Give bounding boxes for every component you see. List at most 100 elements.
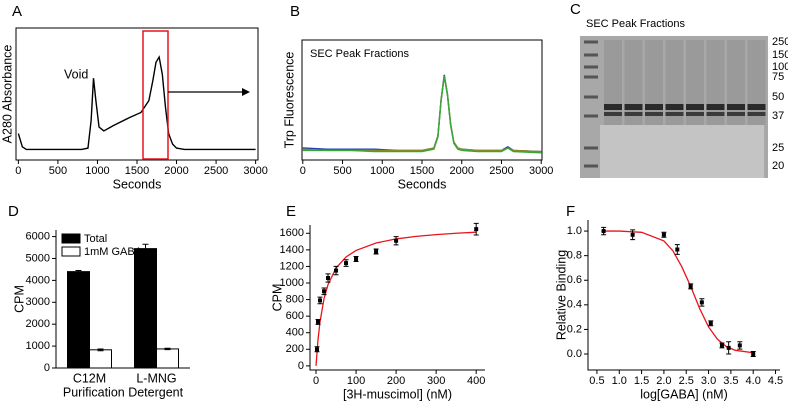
- panel-letter: D: [8, 203, 19, 220]
- x-tick-label: 0: [313, 375, 319, 387]
- point: [726, 345, 731, 350]
- error-bar: [142, 243, 149, 254]
- band: [604, 112, 622, 116]
- y-tick-label: 0: [298, 360, 304, 372]
- x-tick-label: 3000: [243, 165, 267, 177]
- panel-letter: C: [570, 1, 581, 18]
- x-axis-label: [3H-muscimol] (nM): [343, 387, 452, 401]
- band: [686, 104, 704, 110]
- point: [344, 261, 349, 266]
- x-axis-label: Seconds: [113, 177, 162, 191]
- panel-letter: F: [566, 203, 575, 220]
- plot-frame: [15, 27, 259, 161]
- x-axis-label: log[GABA] (nM): [640, 387, 728, 401]
- x-tick-label: 200: [387, 375, 405, 387]
- y-tick-label: 0.4: [567, 299, 582, 311]
- band: [727, 104, 745, 110]
- x-tick-label: 3000: [529, 165, 553, 177]
- marker-label: 75: [772, 71, 784, 83]
- point: [699, 300, 704, 305]
- y-tick-label: 6000: [26, 230, 50, 242]
- axes: [309, 225, 485, 371]
- y-tick-label: 200: [286, 343, 304, 355]
- point: [661, 232, 666, 237]
- point: [354, 256, 359, 261]
- point: [326, 276, 331, 281]
- y-tick-label: 1000: [280, 277, 304, 289]
- point: [394, 238, 399, 243]
- bar: [134, 248, 157, 369]
- y-tick-label: 0.6: [567, 274, 582, 286]
- point: [318, 298, 323, 303]
- y-tick-label: 1600: [280, 227, 304, 239]
- x-tick-label: 4.5: [768, 375, 783, 387]
- x-tick-label: 500: [49, 165, 67, 177]
- band: [727, 112, 745, 116]
- x-tick-label: 0: [300, 165, 306, 177]
- y-tick-label: 4000: [26, 274, 50, 286]
- y-tick-label: 1.0: [567, 225, 582, 237]
- point: [601, 229, 606, 234]
- point: [719, 343, 724, 348]
- y-tick-label: 2000: [26, 318, 50, 330]
- x-tick-label: 1500: [410, 165, 434, 177]
- y-tick-label: 0: [44, 362, 50, 374]
- marker-label: 20: [772, 160, 784, 172]
- lane: [624, 40, 643, 125]
- point: [708, 321, 713, 326]
- y-axis-label: Trp Fluorescence: [282, 52, 296, 149]
- fit-curve: [315, 231, 477, 366]
- x-axis-label: Seconds: [398, 177, 447, 191]
- x-tick-label: 1500: [125, 165, 149, 177]
- x-tick-label: C12M: [73, 371, 106, 385]
- band: [645, 104, 663, 110]
- point: [316, 319, 321, 324]
- marker-label: 50: [772, 91, 784, 103]
- lane: [747, 40, 766, 125]
- y-tick-label: 1200: [280, 260, 304, 272]
- y-axis-label: CPM: [270, 284, 284, 312]
- band: [706, 104, 725, 110]
- x-tick-label: 3.5: [723, 375, 738, 387]
- bar: [89, 349, 112, 369]
- x-tick-label: 4.0: [746, 375, 761, 387]
- ladder-band: [584, 95, 598, 99]
- band: [747, 112, 766, 116]
- panel-letter: A: [12, 3, 22, 20]
- ladder-band: [584, 40, 598, 44]
- marker-label: 100: [772, 61, 788, 73]
- bar: [67, 271, 90, 369]
- ladder-band: [584, 164, 598, 168]
- band: [665, 104, 684, 110]
- error-bar: [97, 348, 104, 352]
- point: [322, 289, 327, 294]
- legend-label: 1mM GABA: [84, 246, 143, 258]
- arrow-head: [242, 88, 250, 96]
- x-tick-label: 1.5: [634, 375, 649, 387]
- chart-title: SEC Peak Fractions: [586, 18, 686, 30]
- y-axis-label: CPM: [12, 285, 26, 313]
- gel-lower: [600, 125, 764, 178]
- x-tick-label: 3.0: [701, 375, 716, 387]
- x-tick-label: 1.0: [612, 375, 627, 387]
- marker-label: 150: [772, 49, 788, 61]
- lane: [645, 40, 663, 125]
- point: [474, 227, 479, 232]
- y-tick-label: 400: [286, 327, 304, 339]
- x-tick-label: 400: [467, 375, 485, 387]
- selection-box: [142, 30, 169, 160]
- x-tick-label: 2000: [164, 165, 188, 177]
- axes: [587, 220, 780, 371]
- panel-letter: E: [286, 203, 296, 220]
- point: [688, 284, 693, 289]
- lane: [686, 40, 704, 125]
- y-tick-label: 600: [286, 310, 304, 322]
- band: [624, 104, 643, 110]
- band: [686, 112, 704, 116]
- y-tick-label: 3000: [26, 296, 50, 308]
- lane: [665, 40, 684, 125]
- y-tick-label: 800: [286, 293, 304, 305]
- annotation: Void: [64, 67, 88, 81]
- marker-label: 25: [772, 142, 784, 154]
